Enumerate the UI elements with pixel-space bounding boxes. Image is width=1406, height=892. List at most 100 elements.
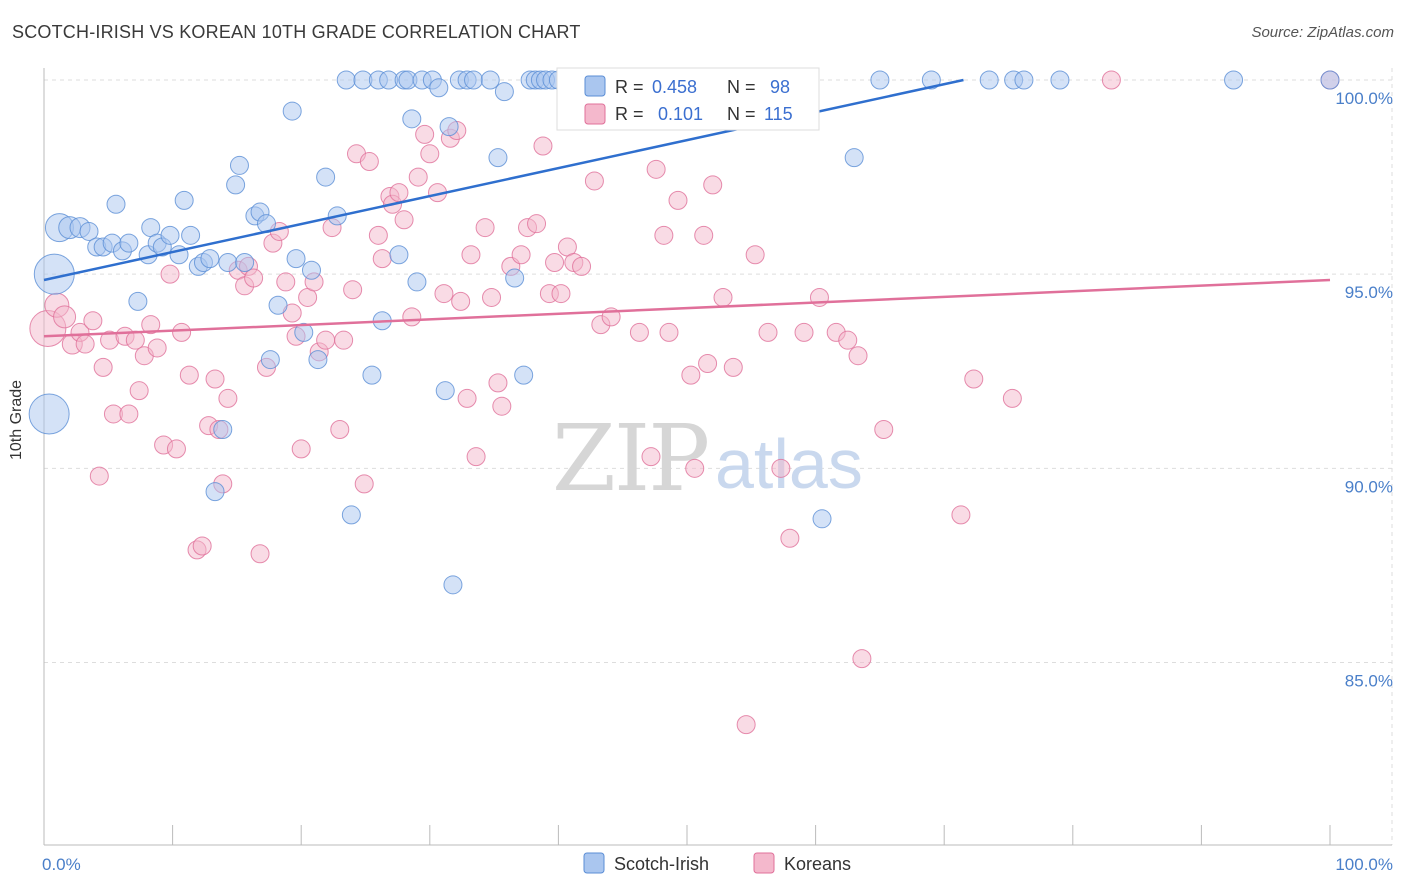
koreans-point-26 (205, 369, 225, 389)
koreans-point-76 (511, 245, 531, 265)
koreans-point-60 (408, 167, 428, 187)
koreans-point-53 (368, 225, 388, 245)
koreans-point-117 (1002, 388, 1022, 408)
koreans-point-24 (192, 536, 212, 556)
koreans-point-21 (172, 322, 192, 342)
scotch-irish-point-1 (28, 393, 70, 435)
y-tick-labels: 85.0% 90.0% 95.0% 100.0% (1335, 89, 1393, 690)
legend-n-label: N = (727, 104, 756, 124)
series-legend-label-scotch-irish: Scotch-Irish (614, 854, 709, 874)
scotch-irish-point-45 (362, 365, 382, 385)
koreans-point-112 (848, 346, 868, 366)
koreans-point-94 (659, 322, 679, 342)
scotch-irish-point-89 (844, 148, 864, 168)
koreans-point-51 (354, 474, 374, 494)
watermark: ZIP atlas (552, 405, 863, 512)
scotch-irish-point-12 (128, 291, 148, 311)
koreans-point-70 (466, 447, 486, 467)
koreans-point-82 (551, 284, 571, 304)
legend-n-value-scotch-irish: 98 (770, 77, 790, 97)
koreans-point-98 (694, 225, 714, 245)
grid-lines (44, 68, 1393, 845)
koreans-point-99 (698, 353, 718, 373)
koreans-point-34 (250, 544, 270, 564)
koreans-point-8 (93, 357, 113, 377)
scotch-irish-points (28, 70, 1340, 595)
koreans-point-52 (359, 152, 379, 172)
series-legend: Scotch-Irish Koreans (583, 852, 851, 874)
legend-swatch-scotch-irish (584, 75, 606, 97)
legend-n-label: N = (727, 77, 756, 97)
scotch-irish-point-59 (443, 575, 463, 595)
scotch-irish-point-43 (341, 505, 361, 525)
scotch-irish-point-56 (429, 78, 449, 98)
scotch-irish-point-88 (812, 509, 832, 529)
scotch-irish-point-53 (407, 272, 427, 292)
koreans-point-33 (244, 268, 264, 288)
koreans-point-74 (492, 396, 512, 416)
koreans-point-12 (119, 404, 139, 424)
koreans-point-101 (713, 287, 733, 307)
koreans-point-14 (129, 381, 149, 401)
koreans-point-47 (330, 419, 350, 439)
trend-line-scotch-irish (43, 78, 964, 282)
scotch-irish-point-33 (260, 350, 280, 370)
koreans-point-71 (475, 218, 495, 238)
koreans-point-69 (461, 245, 481, 265)
scotch-irish-point-26 (218, 253, 238, 273)
koreans-point-104 (745, 245, 765, 265)
scotch-irish-point-40 (316, 167, 336, 187)
scotch-irish-point-66 (505, 268, 525, 288)
y-tick-label-1: 90.0% (1345, 477, 1393, 496)
scotch-irish-point-97 (1320, 70, 1340, 90)
koreans-point-22 (179, 365, 199, 385)
scotch-irish-point-9 (106, 194, 126, 214)
koreans-point-116 (964, 369, 984, 389)
koreans-point-81 (545, 253, 565, 273)
scotch-irish-point-35 (282, 101, 302, 121)
scotch-irish-point-37 (294, 322, 314, 342)
scotch-irish-point-57 (435, 381, 455, 401)
koreans-point-57 (389, 183, 409, 203)
koreans-point-102 (723, 357, 743, 377)
scotch-irish-point-96 (1224, 70, 1244, 90)
scotch-irish-point-17 (160, 225, 180, 245)
scotch-irish-point-52 (402, 109, 422, 129)
scotch-irish-point-49 (389, 245, 409, 265)
koreans-point-5 (75, 334, 95, 354)
source-label: Source: ZipAtlas.com (1251, 24, 1394, 41)
scotch-irish-point-23 (200, 249, 220, 269)
koreans-point-67 (451, 291, 471, 311)
koreans-point-107 (780, 528, 800, 548)
koreans-point-48 (334, 330, 354, 350)
koreans-point-29 (218, 388, 238, 408)
koreans-point-108 (794, 322, 814, 342)
koreans-point-105 (758, 322, 778, 342)
legend-r-value-scotch-irish: 0.458 (652, 77, 697, 97)
koreans-point-45 (316, 330, 336, 350)
koreans-point-17 (147, 338, 167, 358)
scotch-irish-point-11 (119, 233, 139, 253)
koreans-point-19 (160, 264, 180, 284)
koreans-point-100 (703, 175, 723, 195)
scotch-irish-point-42 (336, 70, 356, 90)
koreans-point-97 (685, 458, 705, 478)
scotch-irish-point-36 (286, 249, 306, 269)
series-legend-label-koreans: Koreans (784, 854, 851, 874)
koreans-point-91 (641, 447, 661, 467)
scotch-irish-point-67 (514, 365, 534, 385)
koreans-points (29, 70, 1340, 735)
koreans-point-96 (681, 365, 701, 385)
koreans-point-79 (533, 136, 553, 156)
koreans-point-54 (372, 249, 392, 269)
koreans-point-62 (420, 144, 440, 164)
scotch-irish-point-95 (1050, 70, 1070, 90)
scotch-irish-point-63 (480, 70, 500, 90)
scotch-irish-point-24 (205, 482, 225, 502)
koreans-point-2 (53, 305, 77, 329)
koreans-point-103 (736, 715, 756, 735)
koreans-point-58 (394, 210, 414, 230)
koreans-point-73 (488, 373, 508, 393)
koreans-point-106 (771, 458, 791, 478)
